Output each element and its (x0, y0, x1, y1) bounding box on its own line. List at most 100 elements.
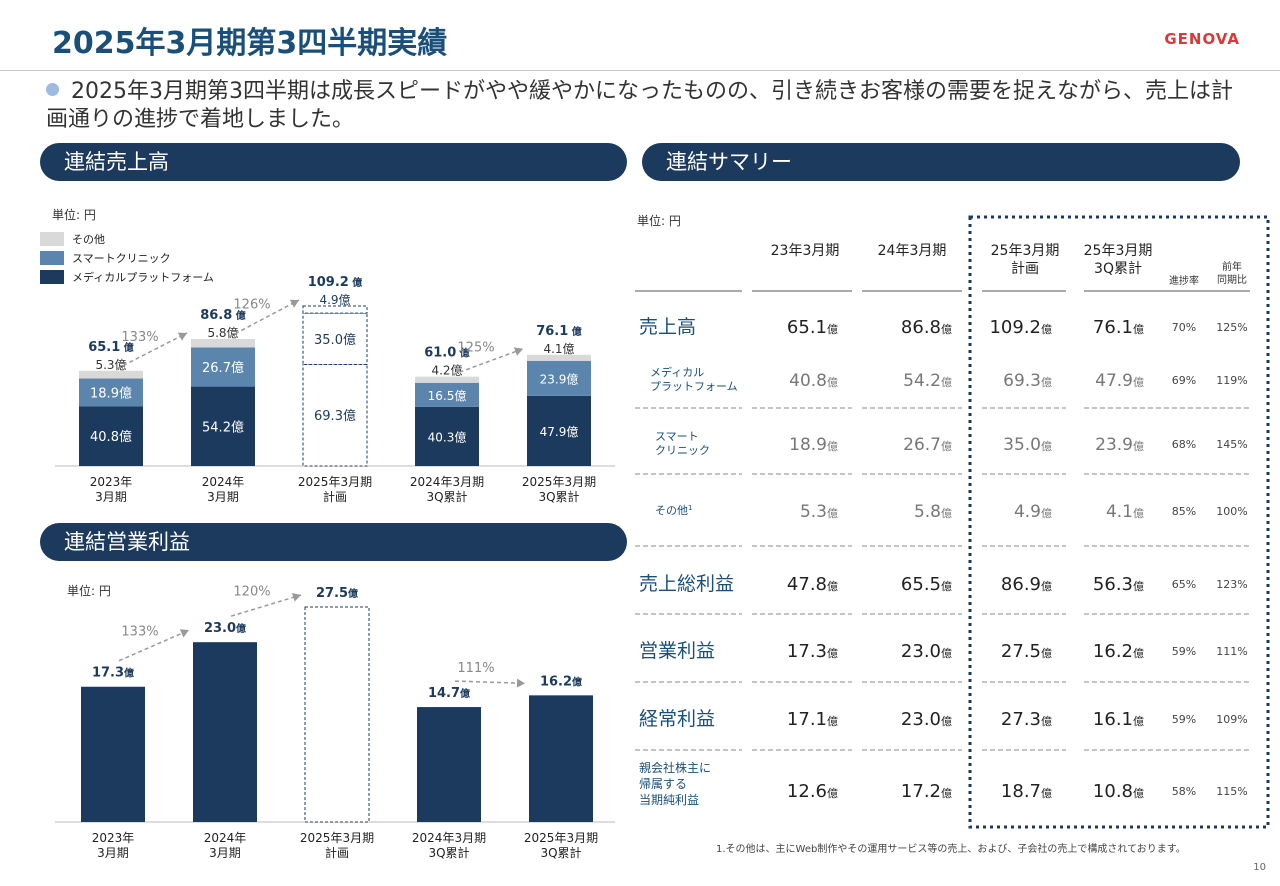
legend-item-medical-platform: メディカルプラットフォーム (40, 268, 214, 287)
table-value: 27.5億 (1001, 641, 1052, 662)
table-progress: 85% (1172, 505, 1196, 518)
sales-total-label: 65.1 億 (88, 340, 134, 355)
table-value: 65.5億 (901, 574, 952, 595)
op-growth-arrow (454, 680, 526, 685)
op-growth-arrow-head (516, 678, 525, 688)
table-yoy: 119% (1216, 374, 1247, 387)
op-category-label: 2024年 3月期 (204, 831, 247, 860)
sales-category-label: 2024年 3月期 (202, 475, 245, 504)
sales-bar-segment-plan (302, 305, 368, 314)
table-yoy: 125% (1216, 321, 1247, 334)
row-label-sub: メディカルプラットフォーム (650, 365, 738, 393)
op-value-label: 16.2億 (540, 674, 582, 689)
table-value: 27.3億 (1001, 709, 1052, 730)
sales-category-label: 2025年3月期計画 (298, 475, 372, 504)
sales-segment-label: 35.0億 (314, 332, 356, 348)
op-category-label: 2025年3月期 3Q累計 (524, 831, 598, 860)
bullet-icon (46, 83, 59, 96)
op-growth-arrow-head (292, 593, 301, 602)
sales-bar-segment (191, 347, 255, 387)
column-header: 23年3月期 (771, 243, 840, 259)
table-value: 16.2億 (1093, 641, 1144, 662)
table-yoy: 111% (1216, 645, 1247, 658)
operating-profit-bar-chart: 17.3億 2023年 3月期 23.0億 2024年 3月期 27.5億 2025年3月期計… (55, 585, 615, 860)
table-progress: 70% (1172, 321, 1196, 334)
table-progress: 65% (1172, 578, 1196, 591)
sales-bar-segment (191, 338, 255, 348)
row-label-sub: その他1 (655, 504, 692, 517)
row-label: 売上総利益 (639, 573, 734, 595)
op-value-label: 27.5億 (316, 586, 358, 601)
legend-item-other: その他 (40, 230, 214, 249)
sales-segment-label: 18.9億 (90, 385, 132, 401)
column-header: 25年3月期計画 (991, 243, 1060, 277)
sales-growth-label: 126% (233, 297, 270, 312)
sales-bar-segment (415, 376, 479, 383)
table-value: 16.1億 (1093, 709, 1144, 730)
sales-bar-segment (415, 406, 479, 466)
sales-segment-label: 23.9億 (540, 372, 579, 386)
table-yoy: 123% (1216, 578, 1247, 591)
table-progress: 68% (1172, 438, 1196, 451)
sales-bar-segment (79, 370, 143, 379)
table-value: 86.9億 (1001, 574, 1052, 595)
row-label-sub: スマートクリニック (655, 430, 710, 457)
table-value: 23.0億 (901, 641, 952, 662)
table-value: 56.3億 (1093, 574, 1144, 595)
column-header: 24年3月期 (878, 243, 947, 259)
table-value: 18.7億 (1001, 781, 1052, 802)
table-value: 10.8億 (1093, 781, 1144, 802)
table-value: 109.2億 (989, 317, 1052, 338)
op-bar (417, 707, 481, 822)
table-progress: 58% (1172, 785, 1196, 798)
table-yoy: 109% (1216, 713, 1247, 726)
sales-segment-label: 16.5億 (428, 389, 467, 403)
op-value-label: 23.0億 (204, 621, 246, 636)
sales-category-label: 2025年3月期 3Q累計 (522, 475, 596, 504)
table-value: 26.7億 (903, 435, 952, 455)
footnote: 1.その他は、主にWeb制作やその運用サービス等の売上、および、子会社の売上で構… (716, 844, 1186, 855)
table-progress: 69% (1172, 374, 1196, 387)
sales-segment-label: 40.8億 (90, 429, 132, 445)
op-bar (193, 642, 257, 822)
sales-bar-segment (527, 395, 591, 466)
sales-total-label: 86.8 億 (200, 308, 246, 323)
row-label: 経常利益 (639, 708, 715, 730)
op-value-label: 14.7億 (428, 686, 470, 701)
sales-bar-segment (527, 360, 591, 396)
sales-growth-label: 133% (121, 330, 158, 345)
sales-growth-arrow-head (177, 332, 187, 341)
sales-growth-arrow (452, 348, 524, 376)
column-header-yoy: 前年同期比 (1217, 260, 1247, 286)
table-value: 23.0億 (901, 709, 952, 730)
op-category-label: 2023年 3月期 (92, 831, 135, 860)
op-bar (81, 686, 145, 822)
op-value-label: 17.3億 (92, 666, 134, 681)
section-header-sales: 連結売上高 (40, 143, 627, 181)
table-yoy: 145% (1216, 438, 1247, 451)
genova-logo: GENOVA (1164, 30, 1240, 48)
unit-label-op: 単位: 円 (67, 584, 111, 598)
sales-bar-segment-plan (302, 312, 368, 365)
table-value: 17.1億 (787, 709, 838, 730)
legend-swatch (40, 270, 64, 284)
unit-label-summary: 単位: 円 (637, 214, 681, 228)
unit-label-sales: 単位: 円 (52, 208, 96, 222)
table-value: 65.1億 (787, 317, 838, 338)
table-value: 54.2億 (903, 371, 952, 391)
op-growth-label: 120% (233, 585, 270, 600)
sales-segment-label: 26.7億 (202, 360, 244, 376)
sales-total-label: 76.1 億 (536, 324, 582, 339)
sales-bar-segment-plan (302, 363, 368, 467)
sales-category-label: 2024年3月期 3Q累計 (410, 475, 484, 504)
table-value: 47.9億 (1095, 371, 1144, 391)
row-label: 営業利益 (639, 640, 715, 662)
column-header-progress: 進捗率 (1169, 274, 1199, 287)
lead-text-body: 2025年3月期第3四半期は成長スピードがやや緩やかになったものの、引き続きお客… (46, 79, 1233, 132)
sales-growth-label: 125% (457, 341, 494, 356)
header-divider (0, 70, 1280, 71)
row-label: 売上高 (639, 316, 696, 338)
op-growth-arrow (118, 629, 190, 662)
sales-segment-label: 4.1億 (543, 342, 574, 356)
table-value: 4.1億 (1106, 502, 1144, 522)
